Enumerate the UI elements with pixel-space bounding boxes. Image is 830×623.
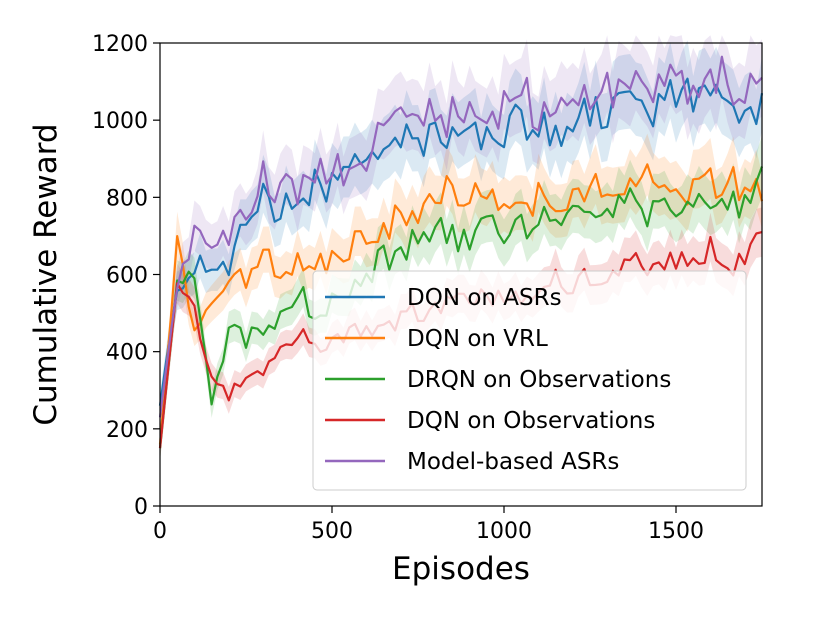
y-tick-label: 200	[106, 418, 148, 443]
line-model-based-asrs	[158, 55, 763, 418]
y-tick-label: 600	[106, 264, 148, 289]
band-drqn-on-observations	[160, 135, 762, 462]
line-dqn-on-vrl	[158, 163, 764, 445]
x-axis-label: Episodes	[392, 551, 530, 587]
legend: DQN on ASRs DQN on VRL DRQN on Observation…	[312, 270, 747, 491]
x-tick-label: 500	[311, 519, 353, 544]
legend-label: Model-based ASRs	[407, 449, 619, 475]
legend-label: DQN on ASRs	[407, 285, 562, 311]
legend-label: DQN on Observations	[407, 408, 655, 434]
band-model-based-asrs	[160, 35, 762, 431]
y-tick-label: 1000	[92, 109, 148, 134]
y-tick-label: 1200	[92, 32, 148, 57]
line-drqn-on-observations	[158, 166, 764, 449]
x-tick-label: 1500	[648, 519, 704, 544]
line-dqn-on-asrs	[158, 77, 764, 406]
x-tick-label: 0	[153, 519, 167, 544]
x-tick-label: 1000	[476, 519, 532, 544]
y-axis-ticks: 0 200 400 600 800 1000 1200	[92, 32, 160, 520]
y-tick-label: 400	[106, 341, 148, 366]
legend-label: DQN on VRL	[407, 326, 548, 352]
legend-label: DRQN on Observations	[407, 367, 671, 393]
legend-box	[312, 270, 747, 491]
x-axis-ticks: 0 500 1000 1500	[153, 506, 704, 544]
y-tick-label: 0	[134, 495, 148, 520]
y-axis-label: Cumulative Reward	[28, 123, 64, 425]
band-dqn-on-asrs	[160, 40, 762, 420]
y-tick-label: 800	[106, 186, 148, 211]
